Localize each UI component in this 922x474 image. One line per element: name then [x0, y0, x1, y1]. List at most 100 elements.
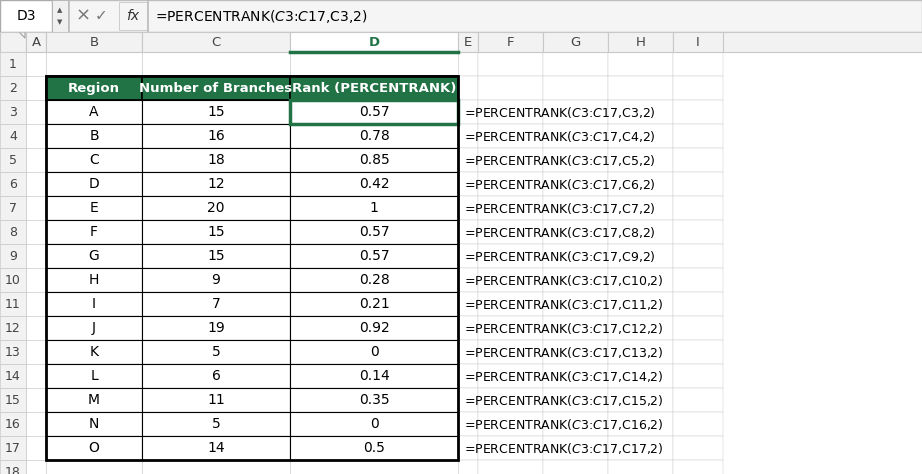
Bar: [673, 460, 723, 474]
Bar: [0, 0, 52, 32]
Text: ▼: ▼: [57, 19, 63, 25]
Bar: [478, 268, 543, 292]
Bar: [458, 316, 478, 340]
Bar: [478, 220, 543, 244]
Text: 15: 15: [207, 105, 225, 119]
Bar: [46, 172, 142, 196]
Text: =PERCENTRANK($C$3:$C$17,C12,2): =PERCENTRANK($C$3:$C$17,C12,2): [464, 320, 664, 336]
Bar: [0, 460, 26, 474]
Text: 0.85: 0.85: [359, 153, 389, 167]
Bar: [147, 0, 148, 32]
Bar: [142, 124, 290, 148]
Text: =PERCENTRANK($C$3:$C$17,C16,2): =PERCENTRANK($C$3:$C$17,C16,2): [464, 417, 664, 431]
Text: 10: 10: [5, 273, 21, 286]
Bar: [142, 292, 290, 316]
Bar: [290, 76, 458, 100]
Bar: [458, 388, 478, 412]
Bar: [478, 148, 543, 172]
Bar: [458, 436, 478, 460]
Text: 7: 7: [212, 297, 220, 311]
Bar: [52, 0, 68, 32]
Bar: [673, 340, 723, 364]
Bar: [290, 124, 458, 148]
Bar: [26, 124, 46, 148]
Bar: [290, 292, 458, 316]
Bar: [543, 412, 608, 436]
Bar: [673, 196, 723, 220]
Bar: [26, 100, 46, 124]
Text: =PERCENTRANK($C$3:$C$17,C7,2): =PERCENTRANK($C$3:$C$17,C7,2): [464, 201, 656, 216]
Bar: [0, 76, 26, 100]
Bar: [543, 52, 608, 76]
Bar: [458, 244, 478, 268]
Text: 14: 14: [207, 441, 225, 455]
Bar: [26, 364, 46, 388]
Bar: [290, 220, 458, 244]
Bar: [142, 364, 290, 388]
Bar: [478, 316, 543, 340]
Bar: [0, 220, 26, 244]
Bar: [543, 220, 608, 244]
Text: 16: 16: [6, 418, 21, 430]
Bar: [608, 460, 673, 474]
Text: =PERCENTRANK($C$3:$C$17,C11,2): =PERCENTRANK($C$3:$C$17,C11,2): [464, 297, 664, 311]
Text: H: H: [635, 36, 645, 48]
Bar: [0, 436, 26, 460]
Bar: [26, 244, 46, 268]
Bar: [673, 32, 723, 52]
Bar: [46, 316, 142, 340]
Bar: [543, 148, 608, 172]
Text: 0.57: 0.57: [359, 225, 389, 239]
Bar: [46, 412, 142, 436]
Text: 18: 18: [5, 465, 21, 474]
Bar: [46, 220, 142, 244]
Bar: [46, 460, 142, 474]
Text: 0.14: 0.14: [359, 369, 389, 383]
Bar: [0, 32, 26, 52]
Bar: [26, 316, 46, 340]
Bar: [608, 148, 673, 172]
Text: 12: 12: [6, 321, 21, 335]
Bar: [458, 412, 478, 436]
Bar: [46, 32, 142, 52]
Bar: [290, 412, 458, 436]
Text: Region: Region: [68, 82, 120, 94]
Bar: [26, 268, 46, 292]
Bar: [478, 100, 543, 124]
Bar: [543, 244, 608, 268]
Text: 12: 12: [207, 177, 225, 191]
Bar: [46, 268, 142, 292]
Bar: [608, 436, 673, 460]
Text: fx: fx: [126, 9, 139, 23]
Bar: [0, 172, 26, 196]
Bar: [543, 388, 608, 412]
Bar: [26, 52, 46, 76]
Bar: [46, 196, 142, 220]
Bar: [608, 76, 673, 100]
Bar: [142, 316, 290, 340]
Bar: [673, 268, 723, 292]
Bar: [142, 388, 290, 412]
Text: 0.57: 0.57: [359, 249, 389, 263]
Text: O: O: [89, 441, 100, 455]
Text: 0: 0: [370, 345, 378, 359]
Bar: [458, 292, 478, 316]
Text: 6: 6: [211, 369, 220, 383]
Bar: [26, 196, 46, 220]
Bar: [458, 100, 478, 124]
Text: G: G: [89, 249, 100, 263]
Bar: [46, 292, 142, 316]
Bar: [142, 436, 290, 460]
Bar: [478, 76, 543, 100]
Bar: [26, 32, 46, 52]
Text: =PERCENTRANK($C$3:$C$17,C4,2): =PERCENTRANK($C$3:$C$17,C4,2): [464, 128, 656, 144]
Bar: [290, 316, 458, 340]
Bar: [0, 412, 26, 436]
Text: 0.57: 0.57: [359, 105, 389, 119]
Text: 5: 5: [212, 345, 220, 359]
Bar: [142, 340, 290, 364]
Text: D: D: [89, 177, 100, 191]
Text: =PERCENTRANK($C$3:$C$17,C6,2): =PERCENTRANK($C$3:$C$17,C6,2): [464, 176, 656, 191]
Text: D3: D3: [17, 9, 36, 23]
Text: I: I: [92, 297, 96, 311]
